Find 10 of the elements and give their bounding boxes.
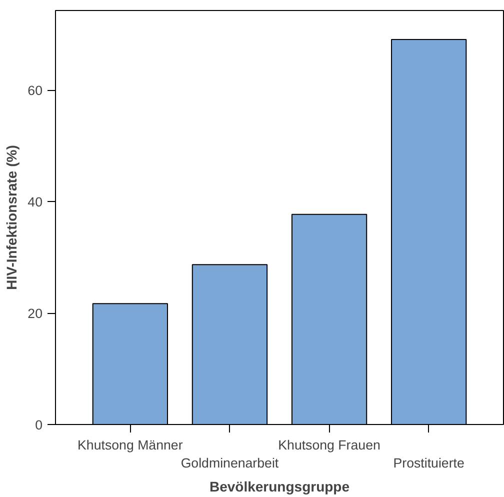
x-tick-label: Goldminenarbeit (180, 456, 279, 470)
y-axis-title: HIV-Infektionsrate (%) (4, 145, 20, 290)
y-tick-label: 20 (28, 306, 43, 322)
x-tick-label: Prostituierte (393, 456, 464, 470)
x-tick-label: Khutsong Männer (78, 438, 184, 452)
x-tick-label: Khutsong Frauen (278, 438, 380, 452)
y-tick-label: 60 (28, 83, 43, 98)
y-tick-label: 0 (35, 418, 43, 432)
x-axis-title: Bevölkerungsgruppe (209, 478, 350, 494)
y-tick-label: 40 (28, 194, 43, 210)
